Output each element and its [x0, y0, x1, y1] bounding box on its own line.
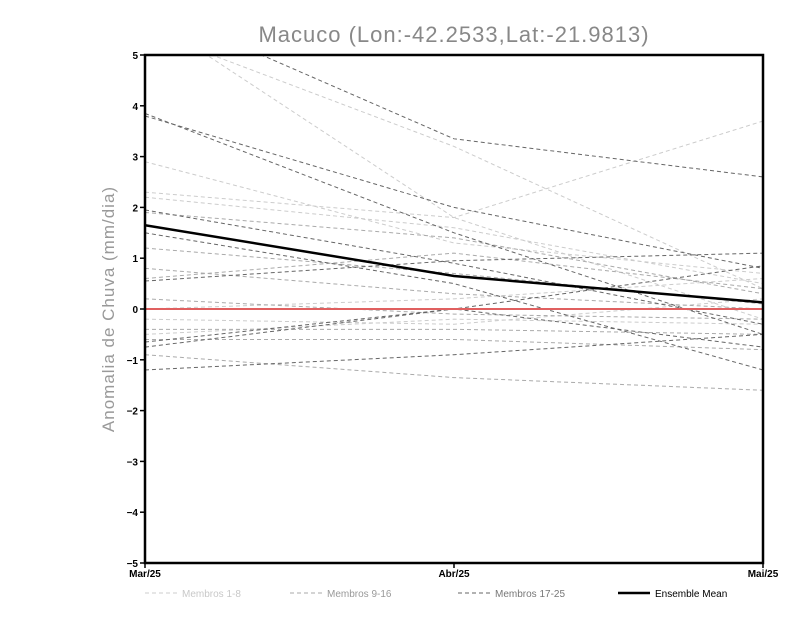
series-line-1-4	[145, 196, 763, 285]
x-tick-label-2: Mai/25	[748, 569, 779, 580]
series-line-1-5	[145, 318, 763, 335]
series-line-3-2	[145, 112, 763, 335]
y-tick-label-9: 4	[132, 102, 138, 113]
series-line-1-3	[145, 120, 763, 219]
legend: Membros 1-8 Membros 9-16 Membros 17-25 Ense…	[145, 589, 727, 600]
legend-label-3: Membros 17-25	[495, 589, 565, 600]
series-line-3-5	[145, 265, 763, 343]
legend-label-1: Membros 1-8	[182, 589, 241, 600]
tick-layer: −5 −4 −3 −2 −1 0 1 2 3 4 5 Mar/25 Abr/25 Mai/25	[127, 51, 779, 580]
y-tick-label-8: 3	[132, 153, 138, 164]
series-line-3-8	[145, 308, 763, 348]
y-tick-label-3: −2	[127, 407, 139, 418]
series-line-3-6	[145, 333, 763, 371]
y-tick-label-7: 2	[132, 203, 138, 214]
series-line-3-1	[260, 55, 763, 178]
series-line-3-9	[145, 252, 763, 282]
series-line-3-7	[145, 232, 763, 371]
series-line-3-4	[145, 209, 763, 325]
y-tick-label-10: 5	[132, 51, 138, 62]
y-tick-label-4: −1	[127, 356, 139, 367]
series-line-2-6	[145, 267, 763, 310]
series-line-2-8	[145, 338, 763, 351]
legend-label-2: Membros 9-16	[327, 589, 392, 600]
ensemble-mean-line	[145, 223, 763, 304]
series-line-2-5	[145, 252, 763, 290]
chart-title: Macuco (Lon:-42.2533,Lat:-21.9813)	[258, 22, 649, 47]
y-tick-label-5: 0	[132, 305, 138, 316]
series-line-2-4	[145, 328, 763, 335]
y-axis-label: Anomalia de Chuva (mm/dia)	[99, 186, 118, 432]
series-line-1-7	[145, 278, 763, 310]
series-line-1-2	[145, 161, 763, 274]
series-line-2-2	[145, 247, 763, 305]
y-tick-label-6: 1	[132, 254, 138, 265]
series-line-2-7	[145, 298, 763, 320]
x-tick-label-1: Abr/25	[438, 569, 470, 580]
series-line-1-1	[210, 55, 763, 290]
series-layer	[145, 55, 763, 391]
series-line-2-1	[145, 211, 763, 295]
y-tick-label-0: −5	[127, 559, 139, 570]
series-line-1-6	[145, 298, 763, 325]
x-tick-label-0: Mar/25	[129, 569, 161, 580]
series-line-2-3	[145, 354, 763, 391]
series-line-3-3	[145, 115, 763, 269]
legend-label-4: Ensemble Mean	[655, 589, 727, 600]
y-tick-label-1: −4	[127, 508, 139, 519]
y-tick-label-2: −3	[127, 457, 139, 468]
